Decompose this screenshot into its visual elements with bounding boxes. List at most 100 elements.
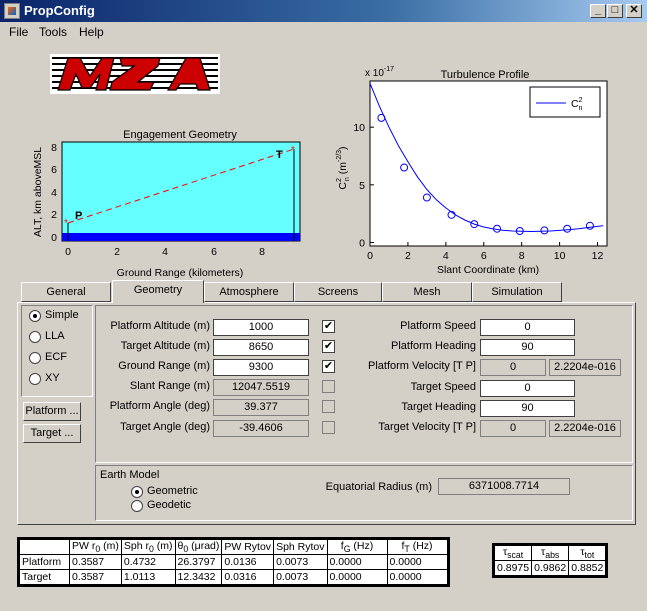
engagement-xlabel: Ground Range (kilometers) (117, 267, 244, 279)
engagement-plot: * * P T 0 2 4 6 8 0 2 4 6 8 Ground Range… (32, 141, 301, 279)
radio-lla-label: LLA (45, 330, 65, 342)
platform-heading-input[interactable]: 90 (480, 339, 575, 356)
target-altitude-label: Target Altitude (m) (120, 340, 210, 352)
table-cell: 0.0000 (386, 554, 448, 571)
table-header: PW Rytov (221, 538, 275, 556)
mza-logo (50, 54, 220, 94)
x-tick-label: 2 (114, 246, 120, 258)
ground-range-label: Ground Range (m) (118, 360, 210, 372)
table-header: fG (Hz) (326, 538, 388, 556)
platform-angle-label: Platform Angle (deg) (109, 400, 210, 412)
menu-file[interactable]: File (9, 25, 29, 39)
ground-range-checkbox[interactable]: ✔ (322, 360, 335, 373)
platform-marker-star: * (64, 218, 68, 229)
y-tick-label: 10 (353, 122, 365, 134)
x-tick-label: 4 (162, 246, 168, 258)
tau-table: τscat τabs τtot 0.8975 0.9862 0.8852 (493, 544, 607, 577)
table-header: PW r0 (m) (69, 538, 122, 556)
platform-label: P (75, 210, 82, 222)
row-label: Target (19, 569, 70, 586)
target-speed-input[interactable]: 0 (480, 380, 575, 397)
table-cell: 12.3432 (174, 569, 223, 586)
y-tick-label: 0 (359, 238, 365, 250)
table-header: τtot (568, 544, 607, 562)
slant-range-checkbox[interactable] (322, 380, 335, 393)
tab-mesh[interactable]: Mesh (382, 282, 472, 302)
tab-geometry[interactable]: Geometry (112, 280, 204, 303)
geometry-fields-group (95, 305, 633, 463)
tab-atmosphere[interactable]: Atmosphere (204, 282, 294, 302)
turbulence-series-line (369, 83, 604, 233)
target-heading-label: Target Heading (401, 401, 476, 413)
tab-simulation[interactable]: Simulation (472, 282, 562, 302)
x-tick-label: 4 (443, 250, 449, 262)
results-table-frame: PW r0 (m) Sph r0 (m) θ0 (μrad) PW Rytov … (17, 537, 450, 588)
y-tick-label: 8 (51, 142, 57, 154)
table-header: fT (Hz) (386, 538, 448, 556)
y-tick-label: 2 (51, 209, 57, 221)
data-point (515, 227, 524, 235)
data-point (470, 220, 479, 229)
platform-velocity-t-value: 0 (480, 359, 546, 376)
y-tick-label: 4 (51, 187, 57, 199)
radio-geodetic[interactable] (131, 500, 143, 512)
x-tick-label: 8 (259, 246, 265, 258)
radio-simple-label: Simple (45, 309, 79, 321)
earth-model-group (95, 465, 633, 521)
table-row: Platform 0.3587 0.4732 26.3797 0.0136 0.… (19, 554, 448, 571)
minimize-button[interactable]: _ (590, 4, 606, 18)
x-tick-label: 0 (367, 250, 373, 262)
target-label: T (276, 149, 283, 161)
table-cell: 0.9862 (531, 560, 570, 577)
radio-ecf[interactable] (29, 352, 41, 364)
radio-simple[interactable] (29, 310, 41, 322)
table-cell: 0.0316 (221, 569, 275, 586)
tau-table-frame: τscat τabs τtot 0.8975 0.9862 0.8852 (492, 543, 609, 579)
platform-angle-value: 39.377 (213, 399, 309, 416)
sky-area (61, 141, 301, 242)
radio-geometric[interactable] (131, 486, 143, 498)
target-button[interactable]: Target ... (23, 424, 81, 443)
x-tick-label: 6 (211, 246, 217, 258)
platform-altitude-checkbox[interactable]: ✔ (322, 320, 335, 333)
slant-range-label: Slant Range (m) (129, 380, 210, 392)
table-cell: 0.3587 (69, 554, 122, 571)
legend-box (529, 86, 601, 118)
platform-heading-label: Platform Heading (391, 340, 476, 352)
engagement-ylabel: ALT, km aboveMSL (32, 147, 44, 237)
title-bar (0, 0, 647, 22)
menu-help[interactable]: Help (79, 25, 104, 39)
target-speed-label: Target Speed (410, 381, 476, 393)
platform-angle-checkbox[interactable] (322, 400, 335, 413)
target-altitude-checkbox[interactable]: ✔ (322, 340, 335, 353)
table-cell: 1.0113 (120, 569, 176, 586)
platform-speed-input[interactable]: 0 (480, 319, 575, 336)
target-velocity-t-value: 0 (480, 420, 546, 437)
close-button[interactable]: ✕ (626, 4, 642, 18)
coord-mode-group (21, 305, 93, 397)
platform-button[interactable]: Platform ... (23, 402, 81, 421)
data-point (447, 210, 456, 219)
platform-altitude-input[interactable]: 1000 (213, 319, 309, 336)
data-point (563, 224, 572, 233)
ground-range-input[interactable]: 9300 (213, 359, 309, 376)
tab-screens[interactable]: Screens (294, 282, 382, 302)
menu-tools[interactable]: Tools (39, 25, 68, 39)
maximize-button[interactable]: □ (607, 4, 623, 18)
data-point (493, 224, 502, 233)
target-angle-checkbox[interactable] (322, 421, 335, 434)
turbulence-plot: Turbulence Profile x 10-17 0 2 4 6 8 10 12 0 5 10… (336, 66, 608, 276)
app-icon (4, 3, 20, 19)
radio-geometric-label: Geometric (147, 485, 198, 497)
turbulence-ylabel: C2n (m-2/3) (336, 146, 351, 189)
target-marker-star: * (291, 145, 295, 156)
tab-general[interactable]: General (21, 282, 111, 302)
target-heading-input[interactable]: 90 (480, 400, 575, 417)
x-tick-label: 6 (481, 250, 487, 262)
target-altitude-input[interactable]: 8650 (213, 339, 309, 356)
x-tick-label: 2 (405, 250, 411, 262)
table-cell: 0.0073 (273, 554, 328, 571)
radio-lla[interactable] (29, 331, 41, 343)
engagement-plot-title: Engagement Geometry (123, 129, 237, 141)
radio-xy[interactable] (29, 373, 41, 385)
